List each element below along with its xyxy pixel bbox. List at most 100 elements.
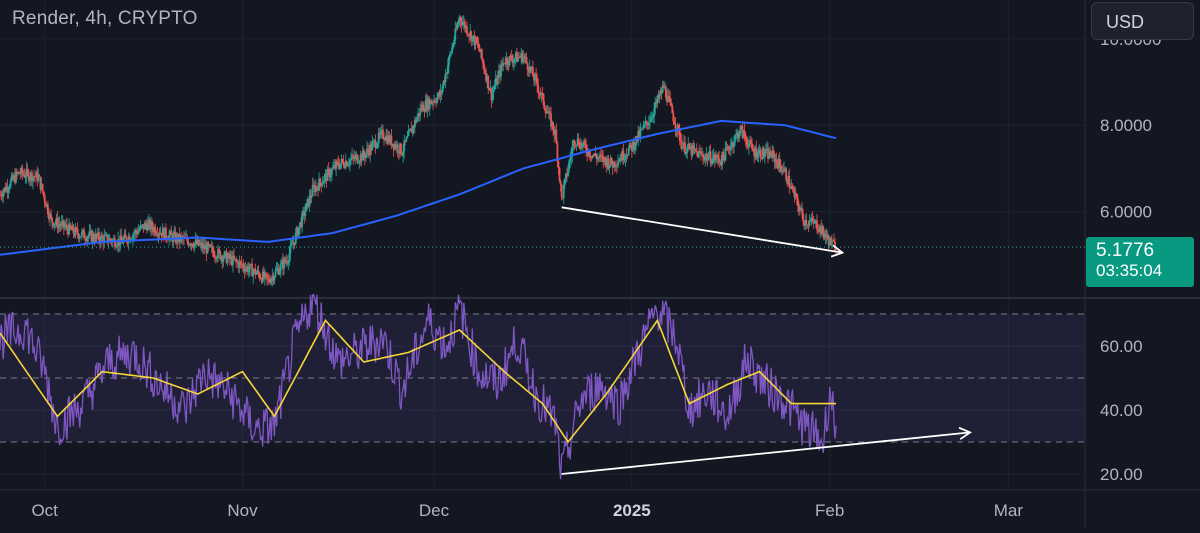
- candle-body: [723, 156, 726, 161]
- candle-body: [743, 130, 746, 137]
- candle-body: [639, 129, 642, 137]
- candle-body: [16, 171, 18, 174]
- candle-body: [682, 148, 684, 150]
- candle-body: [123, 234, 126, 239]
- candle-body: [826, 233, 829, 239]
- last-price-badge: 5.1776 03:35:04: [1086, 237, 1194, 287]
- candle-body: [250, 264, 252, 265]
- candle-body: [389, 135, 392, 143]
- candle-body: [555, 129, 558, 144]
- candle-body: [478, 47, 481, 53]
- candle-body: [515, 52, 517, 59]
- candle-body: [585, 145, 588, 152]
- candle-body: [133, 233, 135, 235]
- candle-body: [734, 135, 736, 143]
- candle-body: [232, 255, 234, 266]
- candle-body: [667, 95, 669, 103]
- candle-body: [640, 128, 643, 130]
- candle-body: [180, 236, 183, 238]
- candle-body: [594, 153, 597, 157]
- candle-body: [712, 154, 715, 158]
- currency-button[interactable]: USD: [1091, 2, 1194, 40]
- candle-body: [326, 169, 329, 181]
- candle-body: [392, 143, 395, 150]
- candle-body: [67, 229, 69, 235]
- candle-body: [318, 178, 321, 191]
- candle-body: [785, 168, 787, 180]
- candle-body: [729, 146, 732, 151]
- candle-body: [597, 157, 600, 159]
- candle-body: [437, 92, 440, 98]
- candle-body: [208, 244, 211, 247]
- candle-body: [602, 155, 605, 162]
- candle-body: [626, 155, 629, 156]
- candle-body: [596, 157, 599, 160]
- candle-body: [274, 270, 277, 277]
- candle-body: [330, 169, 333, 175]
- candle-body: [8, 187, 11, 190]
- candle-body: [243, 268, 246, 272]
- candle-body: [84, 238, 86, 240]
- candle-body: [544, 109, 547, 114]
- candle-body: [61, 220, 64, 223]
- candle-body: [813, 220, 816, 224]
- candle-body: [685, 153, 688, 154]
- candle-body: [230, 256, 233, 266]
- candle-body: [101, 235, 104, 238]
- candle-body: [354, 155, 357, 160]
- candle-body: [630, 145, 633, 151]
- candle-body: [51, 217, 54, 223]
- candle-body: [788, 175, 791, 188]
- candle-body: [353, 157, 356, 160]
- candle-body: [609, 157, 612, 166]
- candle-body: [28, 178, 31, 181]
- candle-body: [421, 104, 424, 110]
- candle-body: [791, 186, 794, 189]
- candle-body: [833, 240, 835, 242]
- candle-body: [769, 151, 772, 157]
- candle-body: [355, 154, 358, 156]
- candle-body: [590, 156, 593, 158]
- candle-body: [108, 238, 111, 242]
- candle-body: [492, 89, 495, 93]
- candle-body: [577, 138, 580, 146]
- candle-body: [118, 239, 121, 246]
- candle-body: [406, 135, 409, 138]
- candle-body: [11, 175, 14, 180]
- candle-body: [554, 129, 557, 135]
- candle-body: [820, 226, 823, 235]
- candle-body: [300, 222, 302, 228]
- candle-body: [333, 165, 335, 168]
- candle-body: [216, 257, 218, 259]
- candle-body: [295, 227, 298, 233]
- candle-body: [413, 119, 416, 128]
- candle-body: [302, 211, 305, 214]
- candle-body: [807, 224, 810, 226]
- candle-body: [242, 264, 245, 269]
- candle-body: [691, 145, 694, 156]
- candle-body: [730, 142, 733, 147]
- candle-body: [305, 203, 308, 212]
- candle-body: [538, 92, 541, 94]
- candle-body: [94, 234, 97, 242]
- candle-body: [703, 157, 706, 161]
- candle-body: [435, 101, 438, 103]
- candle-body: [70, 227, 73, 231]
- candle-body: [627, 148, 630, 156]
- candle-body: [495, 78, 498, 85]
- candle-body: [465, 26, 467, 29]
- candle-body: [311, 184, 314, 196]
- candle-body: [339, 163, 342, 169]
- candle-body: [22, 173, 25, 175]
- price-divergence-trendline: [561, 206, 845, 258]
- candle-body: [757, 151, 760, 157]
- moving-average-line: [0, 119, 837, 256]
- candle-body: [821, 226, 824, 235]
- candle-body: [458, 16, 461, 23]
- candle-body: [709, 151, 712, 164]
- candle-body: [41, 183, 44, 192]
- candle-body: [211, 246, 214, 252]
- candle-body: [386, 135, 389, 144]
